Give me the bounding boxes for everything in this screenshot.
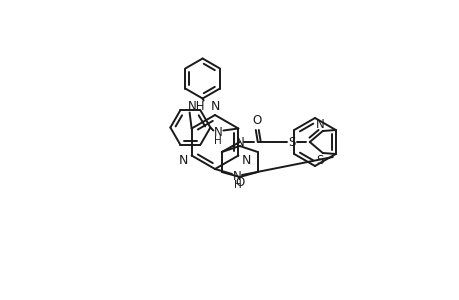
Text: N: N <box>235 136 244 148</box>
Text: N: N <box>315 118 324 130</box>
Text: N: N <box>213 126 222 139</box>
Text: N: N <box>179 154 188 166</box>
Text: O: O <box>235 176 244 190</box>
Text: NH: NH <box>187 100 205 113</box>
Text: S: S <box>287 136 295 148</box>
Text: N: N <box>232 170 241 184</box>
Text: H: H <box>213 136 221 146</box>
Text: O: O <box>252 113 261 127</box>
Text: S: S <box>315 154 323 166</box>
Text: N: N <box>241 154 250 166</box>
Text: N: N <box>210 100 219 112</box>
Text: H: H <box>234 180 241 190</box>
